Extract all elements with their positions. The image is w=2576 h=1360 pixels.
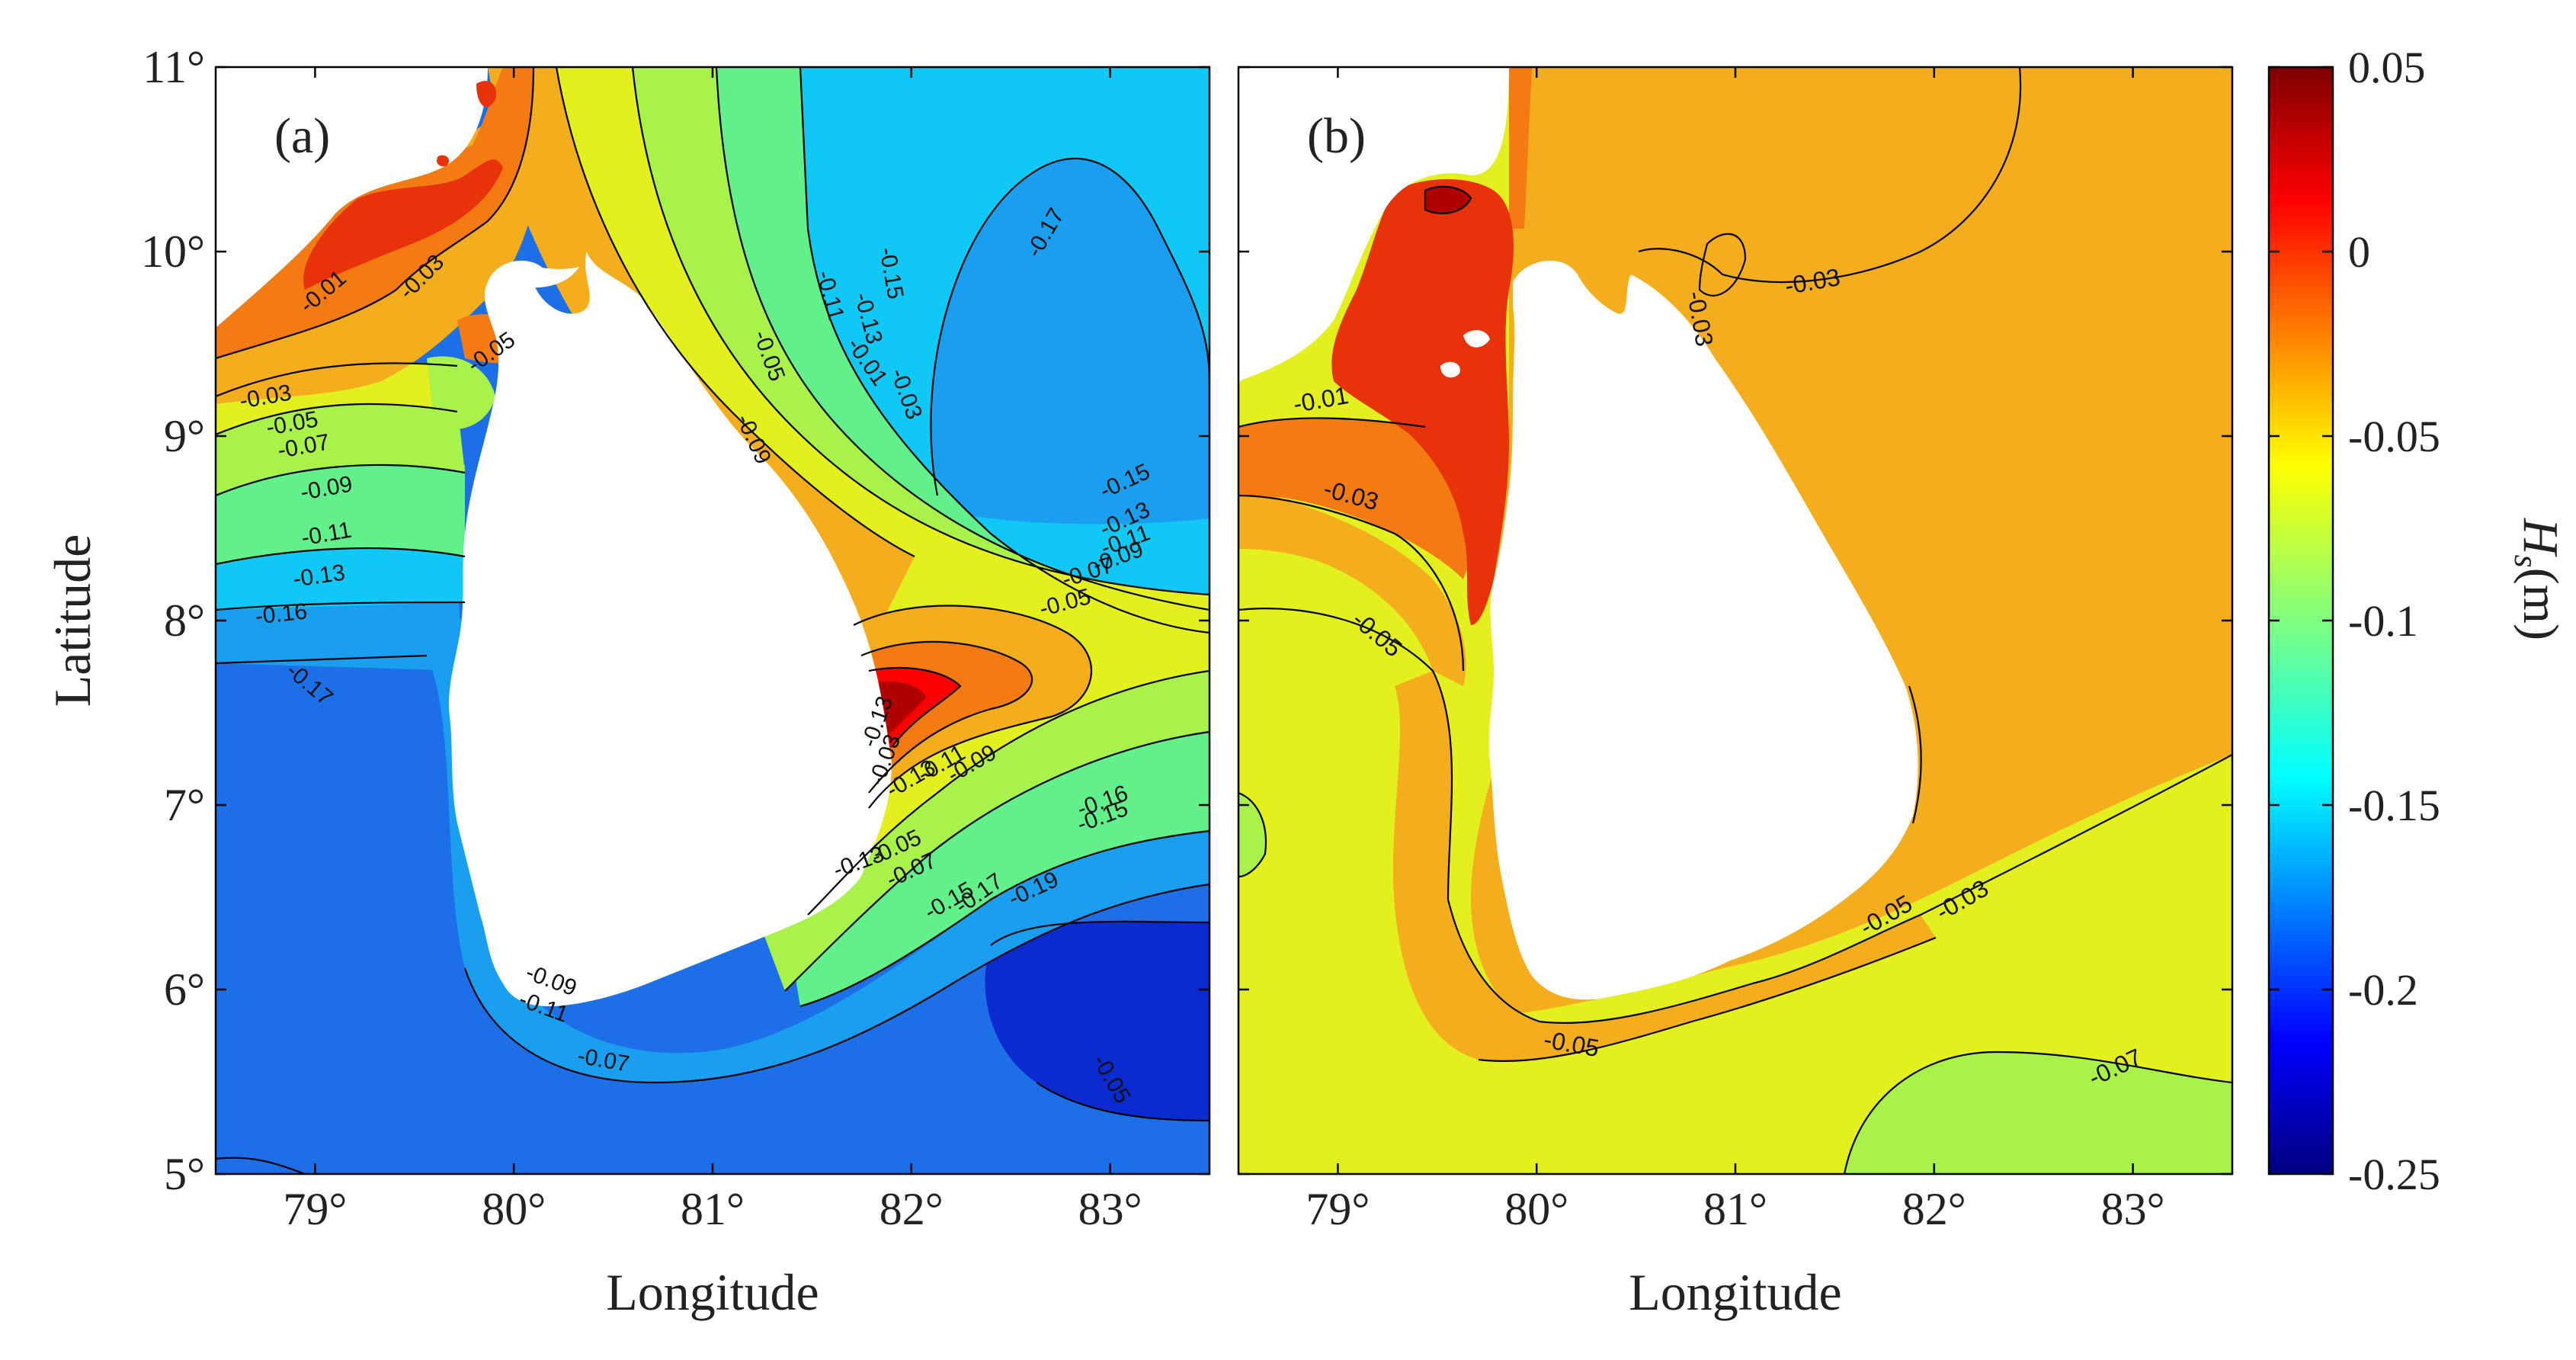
panel-a-contour-band [303, 159, 503, 290]
panel-a-contour-band [488, 67, 915, 648]
panel-b-contour-band [1238, 488, 1466, 686]
colorbar-tick-label: 0.05 [2348, 43, 2426, 92]
y-tick-label: 9° [164, 411, 205, 461]
panel-a-land-sri-lanka [448, 252, 892, 1006]
panel-b-land-island [1562, 317, 1590, 338]
x-tick-label: 80° [482, 1184, 546, 1234]
panel-b-land-india [1238, 67, 1509, 381]
panel-a-label: (a) [274, 108, 330, 164]
y-tick-label: 10° [141, 226, 205, 277]
axis-ticks: 79° 80° 81° 82° 83° 11° 10° 9° 8° 7° 6° 5° 79° 80° 81°… [141, 42, 2232, 1234]
colorbar-tick-label: -0.15 [2348, 781, 2440, 830]
panel-a-contour-band [216, 537, 465, 610]
panel-a-contour-band [876, 681, 926, 739]
x-tick-label: 82° [879, 1184, 944, 1234]
x-axis-label-panel-b: Longitude [1629, 1263, 1842, 1321]
panel-b-land-sri-lanka [1488, 260, 1918, 1000]
panel-a-contour-band [216, 396, 465, 496]
panel-a-contour-band [985, 921, 1210, 1121]
x-tick-label: 83° [2101, 1184, 2165, 1234]
panel-a-land-india [216, 67, 488, 328]
x-tick-label: 81° [1703, 1184, 1767, 1234]
x-tick-label: 83° [1078, 1184, 1142, 1234]
panel-b-contour-band [1844, 1052, 2232, 1174]
panel-a-map [214, 66, 1211, 1176]
colorbar-label-sub: s [2507, 555, 2545, 568]
panel-a-contour-lines [216, 67, 1210, 1174]
panel-b-contour-band [1392, 671, 1936, 1061]
panel-b-contour-band [1238, 418, 1486, 579]
panel-a-contour-band [216, 457, 465, 564]
colorbar-tick-label: -0.05 [2348, 412, 2440, 461]
panel-a-contour-band [931, 158, 1210, 524]
colorbar-tick-label: -0.2 [2348, 965, 2418, 1015]
contour-label: -0.16 [254, 599, 308, 630]
x-axis-label-panel-a: Longitude [606, 1263, 819, 1321]
y-tick-label: 6° [164, 964, 205, 1015]
colorbar-tick-label: -0.25 [2348, 1150, 2440, 1199]
panel-a-contour-band [437, 155, 450, 167]
panel-b-contour-band [1509, 67, 1532, 229]
panel-b-contour-band [1331, 179, 1514, 625]
panel-b-land-island [1440, 361, 1460, 378]
y-tick-label: 5° [164, 1149, 205, 1199]
panel-b-label: (b) [1307, 108, 1366, 164]
colorbar-label-unit: (m) [2513, 568, 2568, 640]
x-tick-label: 80° [1504, 1184, 1568, 1234]
x-tick-label: 81° [681, 1184, 745, 1234]
y-tick-label: 8° [164, 595, 205, 646]
panel-a-contour-band [476, 81, 496, 107]
colorbar-tick-label: 0 [2348, 227, 2370, 277]
panel-b-contour-lines [1238, 67, 2232, 1174]
colorbar-label-main: H [2513, 518, 2568, 557]
y-tick-label: 11° [143, 42, 205, 92]
colorbar-tick-label: -0.1 [2348, 596, 2418, 646]
panel-b-land-island [1463, 330, 1490, 348]
y-tick-label: 7° [164, 780, 205, 830]
colorbar-label: Hs(m) [2507, 518, 2568, 640]
panel-a-contour-band [427, 356, 495, 430]
y-axis-label: Latitude [43, 534, 101, 707]
colorbar-ticks: 0.05 0 -0.05 -0.1 -0.15 -0.2 -0.25 [2269, 43, 2440, 1199]
panel-b-contour-band [1425, 186, 1471, 213]
x-tick-label: 79° [283, 1184, 347, 1234]
panel-b-map [1237, 66, 2234, 1176]
x-tick-label: 82° [1902, 1184, 1966, 1234]
x-tick-label: 79° [1306, 1184, 1370, 1234]
panel-a-land-jaffna [503, 265, 579, 288]
